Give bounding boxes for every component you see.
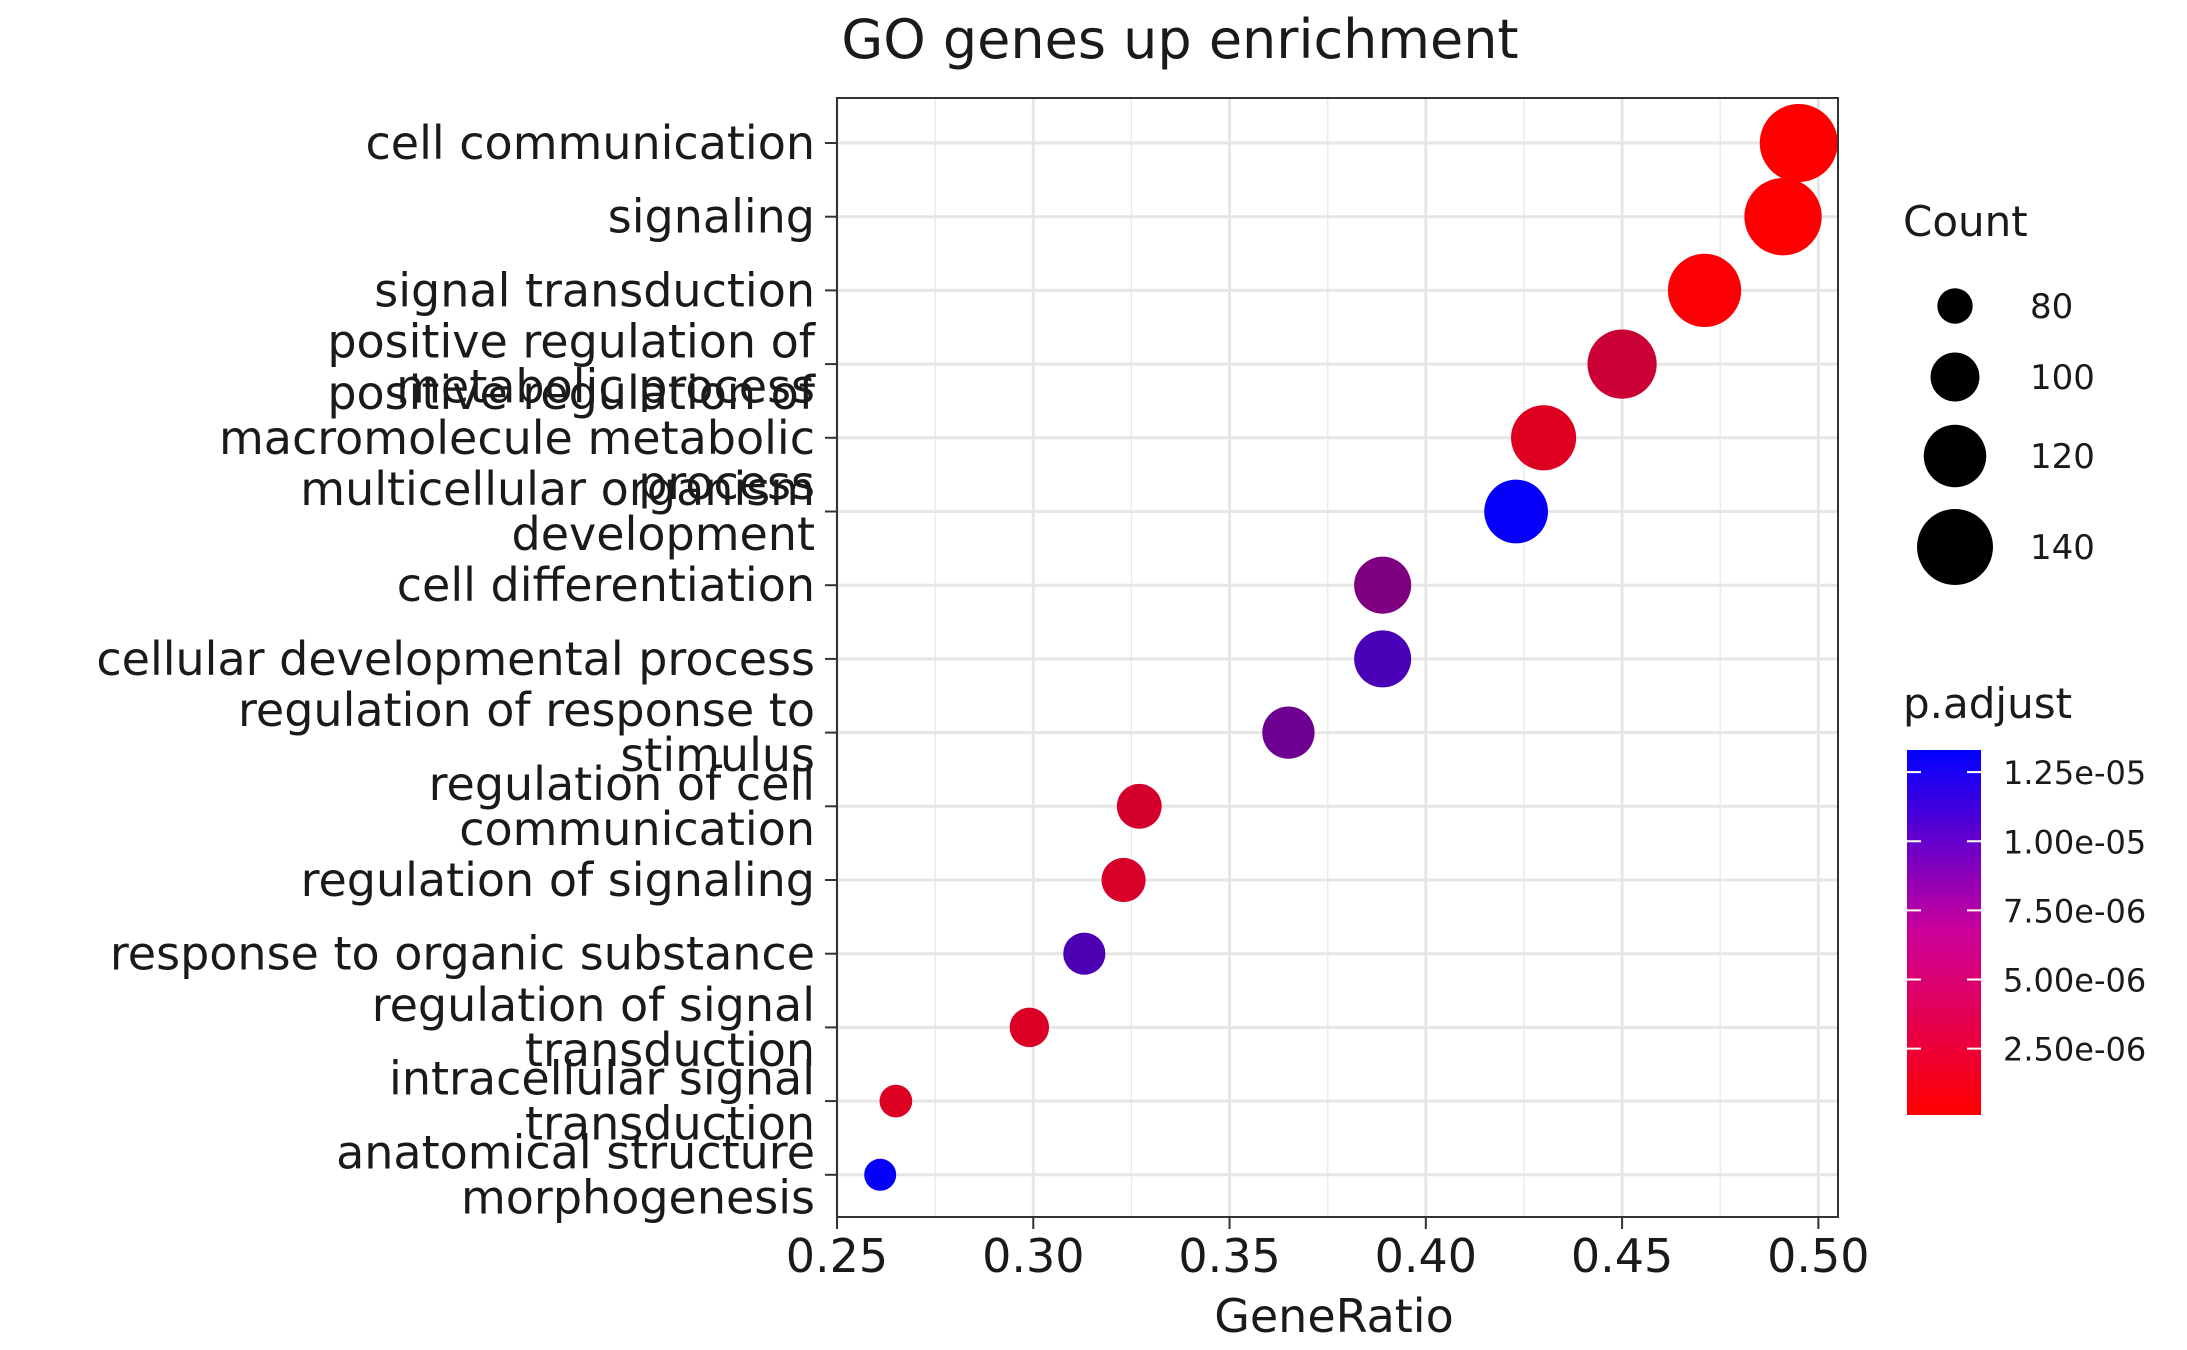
data-point <box>1759 104 1838 182</box>
chart-title: GO genes up enrichment <box>841 8 1518 71</box>
x-tick-label: 0.30 <box>982 1229 1084 1283</box>
data-point <box>1744 178 1822 256</box>
y-tick-label: morphogenesis <box>461 1170 815 1224</box>
data-point <box>1354 630 1412 688</box>
data-point <box>1484 479 1549 544</box>
p-adjust-legend: p.adjust 1.25e-05 1.00e-05 7.50e-06 5.00e-0… <box>1903 679 2146 1115</box>
count-legend: Count 80 100 120 140 <box>1903 197 2095 585</box>
x-tick-label: 0.50 <box>1767 1229 1869 1283</box>
x-tick-label: 0.35 <box>1178 1229 1280 1283</box>
y-tick-label: multicellular organism <box>300 462 815 516</box>
x-tick-label: 0.45 <box>1571 1229 1673 1283</box>
y-tick-label: transduction <box>525 1097 815 1151</box>
data-point <box>1354 556 1412 614</box>
data-point <box>1587 329 1657 399</box>
p-adjust-legend-label: 2.50e-06 <box>2003 1031 2146 1069</box>
p-adjust-legend-label: 7.50e-06 <box>2003 892 2146 930</box>
data-point <box>1667 253 1742 328</box>
y-tick-label: intracellular signal <box>389 1052 815 1106</box>
x-axis: 0.25 0.30 0.35 0.40 0.45 0.50 <box>786 1217 1870 1283</box>
p-adjust-legend-title: p.adjust <box>1903 679 2072 728</box>
x-axis-title: GeneRatio <box>1214 1289 1454 1343</box>
y-tick-label: cell differentiation <box>397 558 815 612</box>
y-tick-label: signal transduction <box>374 263 815 317</box>
y-tick-label: regulation of signaling <box>301 853 815 907</box>
data-point <box>1009 1007 1050 1048</box>
data-point <box>879 1084 913 1118</box>
count-legend-label: 140 <box>2030 528 2095 568</box>
data-point <box>864 1158 897 1191</box>
data-point <box>1101 857 1146 903</box>
y-tick-label: regulation of signal <box>372 978 815 1032</box>
y-tick-label: signaling <box>608 190 815 244</box>
x-tick-label: 0.40 <box>1375 1229 1477 1283</box>
y-tick-label: positive regulation of <box>327 366 816 420</box>
x-tick-label: 0.25 <box>786 1229 888 1283</box>
count-legend-label: 120 <box>2030 437 2095 477</box>
p-adjust-legend-label: 1.25e-05 <box>2003 754 2146 792</box>
count-legend-key <box>1923 424 1987 488</box>
y-tick-label: positive regulation of <box>327 315 816 369</box>
y-tick-label: development <box>512 507 815 561</box>
data-points <box>864 104 1838 1191</box>
p-adjust-legend-label: 1.00e-05 <box>2003 823 2146 861</box>
count-legend-label: 100 <box>2030 358 2095 398</box>
y-tick-label: cell communication <box>365 116 815 170</box>
data-point <box>1262 706 1315 759</box>
y-tick-label: cellular developmental process <box>96 632 815 686</box>
count-legend-label: 80 <box>2030 287 2073 327</box>
count-legend-key <box>1917 509 1993 585</box>
data-point <box>1116 783 1162 829</box>
y-tick-label: anatomical structure <box>336 1125 815 1179</box>
data-point <box>1063 932 1106 975</box>
y-axis: cell communication signaling signal transd… <box>96 116 837 1224</box>
count-legend-title: Count <box>1903 197 2028 246</box>
y-tick-label: regulation of response to <box>238 683 815 737</box>
y-tick-label: macromolecule metabolic <box>219 411 815 465</box>
p-adjust-legend-label: 5.00e-06 <box>2003 962 2146 1000</box>
plot-panel-border <box>836 97 1839 1218</box>
y-tick-label: regulation of cell <box>429 757 815 811</box>
count-legend-key <box>1930 352 1980 402</box>
y-tick-label: stimulus <box>620 728 815 782</box>
y-tick-label: metabolic process <box>396 360 815 414</box>
data-point <box>1511 405 1577 471</box>
p-adjust-colorbar <box>1907 750 1981 1115</box>
y-tick-label: process <box>638 456 815 510</box>
y-tick-label: communication <box>459 802 815 856</box>
y-tick-label: transduction <box>525 1023 815 1077</box>
y-tick-label: response to organic substance <box>110 927 815 981</box>
count-legend-key <box>1937 288 1973 324</box>
